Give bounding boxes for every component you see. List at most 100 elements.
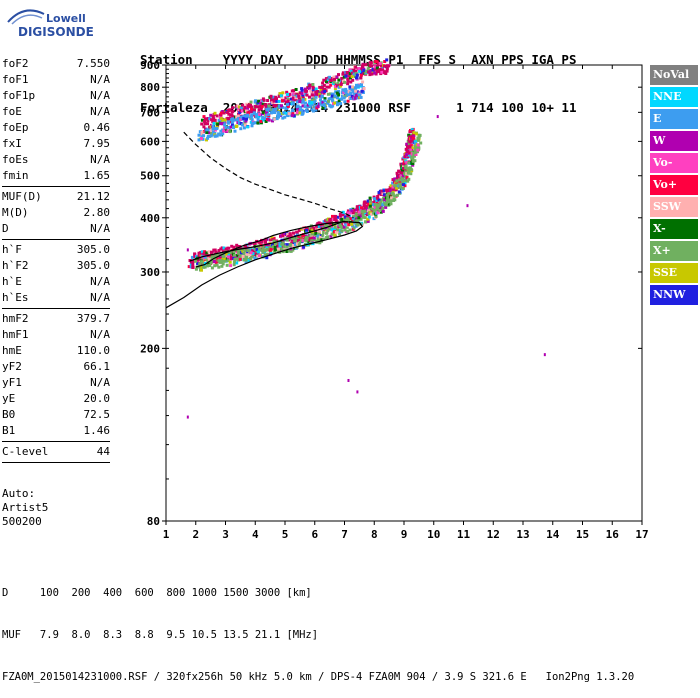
echo-point [344,74,348,78]
echo-point [411,155,414,159]
echo-point [252,121,256,125]
echo-point [403,179,407,183]
echo-point [224,125,228,129]
echo-point [311,88,315,92]
echo-point [366,67,370,71]
param-name: hmF1 [2,328,29,341]
echo-point [243,121,247,125]
digisonde-logo: Lowell DIGISONDE [6,6,126,46]
echo-point [322,237,326,241]
echo-point [210,118,214,122]
echo-point [391,181,395,185]
param-name: C-level [2,445,49,458]
echo-point [369,61,373,65]
echo-point [320,94,324,98]
echo-point [318,229,322,233]
x-tick-label: 4 [252,528,259,541]
echo-point [253,111,256,115]
x-tick-label: 2 [192,528,199,541]
echo-point [325,80,328,84]
echo-point [308,102,312,106]
echo-point [346,229,350,233]
echo-point [317,221,321,225]
echo-point [367,209,371,213]
echo-point [275,103,279,107]
echo-point [284,106,288,110]
echo-point [219,133,223,137]
echo-point [404,168,408,172]
echo-point [400,177,404,181]
param-value: N/A [90,376,110,389]
echo-point [322,91,326,95]
echo-point [246,115,250,119]
echo-point [379,206,383,210]
echo-point [253,256,257,260]
echo-point [333,233,337,237]
footer-file-row: FZA0M_2015014231000.RSF / 320fx256h 50 k… [2,671,635,683]
x-tick-label: 8 [371,528,378,541]
echo-point [223,259,227,263]
x-tick-label: 5 [282,528,289,541]
echo-point [243,249,247,253]
echo-point [292,231,295,235]
echo-point [366,201,370,205]
echo-point [263,253,267,257]
echo-point [360,206,363,210]
echo-point [202,134,206,138]
echo-point [269,252,273,256]
echo-point [355,90,359,94]
logo-line1: Lowell [46,12,86,25]
echo-point [276,110,280,114]
echo-point [333,87,337,90]
x-tick-label: 15 [576,528,589,541]
echo-point [351,85,355,89]
echo-point [298,91,302,95]
auto-label: Auto: [2,487,36,500]
echo-point [261,239,265,243]
echo-point [286,93,289,96]
echo-point [354,89,358,93]
echo-point [214,261,218,265]
param-value: 21.12 [76,190,110,203]
echo-point [395,186,399,190]
echo-point [326,229,330,233]
echo-point [322,78,326,82]
echo-point [321,233,325,237]
echo-point [373,206,377,210]
echo-point [285,245,289,249]
echo-point [413,159,417,163]
param-row: foF1p N/A [2,88,110,104]
echo-point [216,252,220,256]
echo-point [408,151,411,155]
echo-point [403,181,407,185]
echo-point [295,94,299,98]
echo-point [325,231,329,235]
param-name: hmE [2,344,22,357]
echo-point [407,161,411,165]
echo-point [221,132,225,136]
echo-point [230,244,234,248]
echo-point [346,79,350,83]
echo-point [411,163,415,167]
echo-point [329,234,333,238]
echo-point [348,74,352,78]
echo-point [348,85,352,89]
echo-point [407,137,411,141]
echo-point [333,77,337,81]
echo-point [265,252,269,256]
echo-point [208,117,212,121]
echo-point [333,83,337,87]
echo-point [266,243,270,247]
echo-point [287,249,291,253]
echo-point [333,230,336,234]
echo-point [355,206,359,210]
echo-point [328,103,332,107]
echo-point [213,118,217,122]
echo-point [293,98,297,102]
echo-point [267,104,271,108]
echo-point [354,224,358,228]
echo-point [277,100,281,103]
echo-point [345,220,349,224]
echo-point [224,247,228,251]
echo-point [213,264,217,268]
